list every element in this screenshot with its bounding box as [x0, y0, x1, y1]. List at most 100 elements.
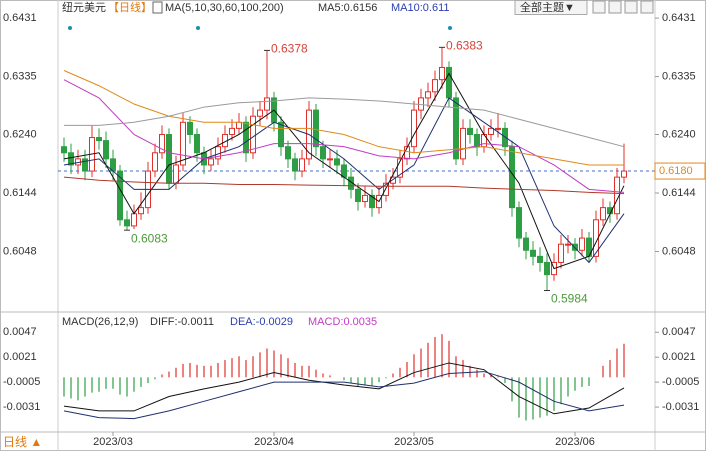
- tool-icon[interactable]: [608, 0, 622, 14]
- candle-body: [460, 127, 466, 160]
- candle-body: [341, 164, 347, 178]
- candle-body: [579, 237, 585, 251]
- candle-body: [355, 188, 361, 203]
- annotation: 0.5984: [551, 292, 588, 306]
- candle-body: [187, 121, 193, 135]
- candle-body: [537, 255, 543, 263]
- candle-body: [285, 146, 291, 160]
- ma10-label: MA10:0.611: [391, 2, 450, 14]
- tool-icon[interactable]: [592, 0, 606, 14]
- y-tick-label: 0.6048: [662, 245, 696, 257]
- candle-body: [425, 91, 431, 99]
- y-tick-label: 0.6240: [662, 128, 696, 140]
- annotation: 0.6083: [131, 231, 168, 245]
- candle-body: [250, 115, 256, 154]
- candle-body: [243, 121, 249, 154]
- candle-body: [96, 137, 102, 142]
- candle-body: [313, 109, 319, 148]
- y-tick-label: 0.6240: [3, 128, 37, 140]
- current-price-box: [654, 162, 706, 180]
- candle-body: [320, 146, 326, 160]
- y-tick-label: 0.0021: [662, 351, 696, 363]
- current-price-label: 0.6180: [659, 165, 693, 177]
- x-tick-label: 2023/05: [394, 436, 434, 448]
- candle-body: [446, 66, 452, 99]
- ma-line: [63, 97, 625, 264]
- y-tick-label: 0.0021: [3, 351, 37, 363]
- ma-line: [63, 70, 624, 166]
- y-tick-label: 0.6144: [3, 187, 37, 199]
- x-tick-label: 2023/03: [93, 436, 133, 448]
- candle-body: [432, 79, 438, 93]
- candle-body: [173, 164, 179, 184]
- ma-line: [63, 176, 625, 195]
- candle-body: [117, 170, 123, 221]
- macd-line: [63, 362, 625, 415]
- candle-body: [411, 109, 417, 148]
- candle-body: [194, 133, 200, 154]
- y-tick-label: -0.0031: [662, 401, 699, 413]
- event-marker[interactable]: [448, 26, 452, 30]
- candle-body: [488, 127, 494, 135]
- ma-icon: [152, 1, 163, 14]
- macd-label: MACD:0.0035: [308, 316, 377, 328]
- event-marker[interactable]: [196, 26, 200, 30]
- y-tick-label: 0.0047: [662, 326, 696, 338]
- candle-body: [565, 243, 571, 246]
- candle-body: [558, 243, 564, 263]
- event-marker[interactable]: [68, 26, 72, 30]
- candle-body: [327, 158, 333, 161]
- candle-body: [369, 194, 375, 209]
- candle-body: [124, 219, 130, 227]
- candle-body: [166, 133, 172, 184]
- x-tick-label: 2023/06: [555, 436, 595, 448]
- candle-body: [159, 133, 165, 154]
- ma-line: [64, 97, 625, 148]
- candle-body: [208, 158, 214, 166]
- theme-button[interactable]: [514, 0, 588, 15]
- candle-body: [397, 158, 403, 178]
- candle-body: [138, 207, 144, 215]
- candle-body: [292, 158, 298, 172]
- candle-body: [502, 127, 508, 148]
- macd-line: [63, 371, 625, 420]
- candle-body: [229, 127, 235, 135]
- ma5-label: MA5:0.6156: [318, 2, 377, 14]
- ma-line: [63, 79, 625, 193]
- y-tick-label: -0.0031: [3, 401, 40, 413]
- y-tick-label: 0.6431: [662, 12, 696, 24]
- candle-body: [257, 109, 263, 117]
- ma-line: [63, 72, 625, 270]
- annotation: 0.6378: [271, 42, 308, 56]
- candle-body: [621, 170, 627, 178]
- y-tick-label: 0.6048: [3, 245, 37, 257]
- footer-label[interactable]: 日线 ▲: [3, 435, 42, 449]
- tool-icon[interactable]: [640, 0, 654, 14]
- candle-body: [509, 146, 515, 209]
- candle-body: [467, 127, 473, 135]
- candle-body: [61, 146, 67, 154]
- candle-body: [82, 158, 88, 172]
- candle-body: [495, 127, 501, 130]
- candle-body: [516, 207, 522, 239]
- candle-body: [334, 158, 340, 166]
- candle-body: [474, 133, 480, 148]
- y-tick-label: 0.6335: [3, 71, 37, 83]
- y-tick-label: 0.6431: [3, 12, 37, 24]
- candle-body: [362, 194, 368, 203]
- candle-body: [523, 237, 529, 251]
- tool-icon[interactable]: [624, 0, 638, 14]
- y-tick-label: 0.0047: [3, 326, 37, 338]
- y-tick-label: 0.6335: [662, 71, 696, 83]
- annotation: 0.6383: [446, 39, 483, 53]
- candle-body: [439, 66, 445, 81]
- theme-button-label[interactable]: 全部主题▼: [520, 0, 575, 14]
- candle-body: [152, 152, 158, 172]
- candle-body: [299, 158, 305, 172]
- candle-body: [383, 182, 389, 196]
- y-tick-label: -0.0005: [662, 376, 699, 388]
- ma-label: MA(5,10,30,60,100,200): [165, 2, 284, 14]
- candle-body: [600, 207, 606, 221]
- candle-body: [236, 121, 242, 129]
